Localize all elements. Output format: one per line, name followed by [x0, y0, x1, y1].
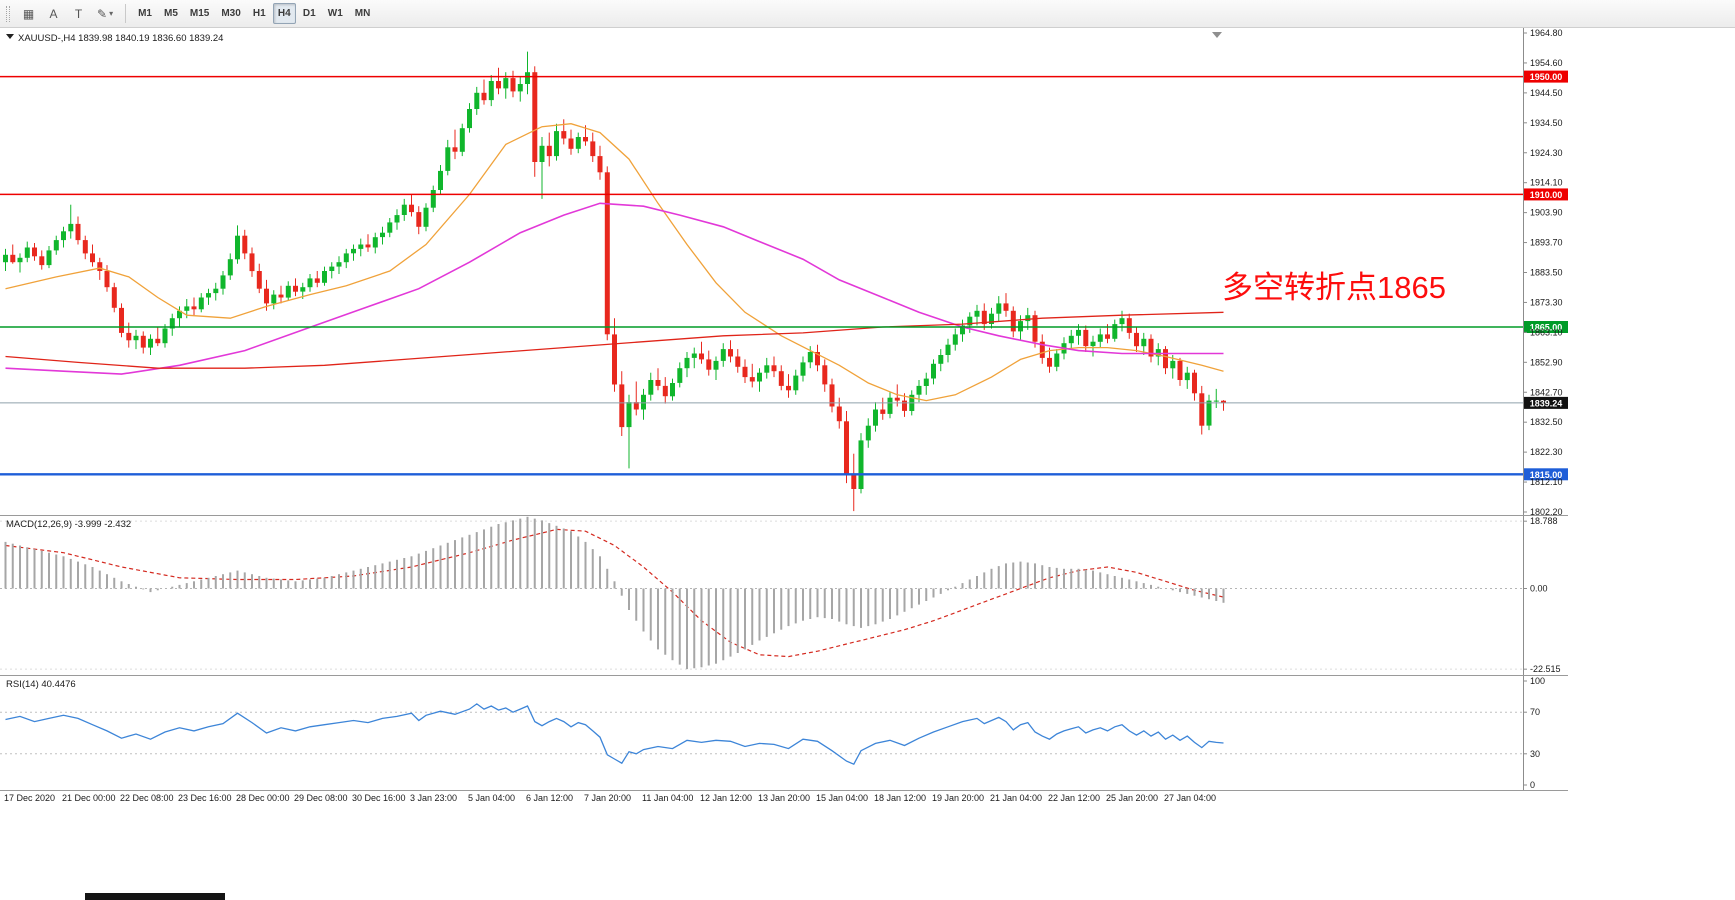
time-axis-label: 23 Dec 16:00: [178, 793, 232, 803]
symbol-dropdown-icon[interactable]: [6, 34, 14, 39]
price-axis-label: 1863.10: [1530, 327, 1563, 337]
timeframe-button-h4[interactable]: H4: [272, 3, 296, 24]
price-axis-label: 1812.10: [1530, 477, 1563, 487]
text-button[interactable]: T: [67, 3, 90, 24]
horizontal-levels: 1950.00 1910.00 1865.00 1815.00: [0, 70, 1568, 481]
level-price-tag-label: 1815.00: [1530, 470, 1563, 480]
price-axis-label: 1852.90: [1530, 357, 1563, 367]
time-axis-label: 15 Jan 04:00: [816, 793, 868, 803]
time-axis[interactable]: 17 Dec 2020 21 Dec 00:00 22 Dec 08:00 23 De…: [4, 793, 1216, 803]
time-axis-label: 7 Jan 20:00: [584, 793, 631, 803]
drawing-tools-button[interactable]: ✎ ▾: [92, 3, 118, 24]
time-axis-label: 13 Jan 20:00: [758, 793, 810, 803]
macd-axis-label: 18.788: [1530, 516, 1558, 526]
chart-window-icon: ▦: [22, 6, 35, 21]
top-toolbar: ▦ A T ✎ ▾ M1 M5 M15 M30 H1 H4 D1 W1 MN: [0, 0, 1735, 28]
price-axis-label: 1883.50: [1530, 268, 1563, 278]
level-price-tag-label: 1865.00: [1530, 323, 1563, 333]
ma-fast-line: [5, 123, 1224, 402]
time-axis-label: 6 Jan 12:00: [526, 793, 573, 803]
macd-axis-label: -22.515: [1530, 664, 1561, 674]
rsi-axis-label: 100: [1530, 676, 1545, 686]
text-label-icon: A: [49, 6, 58, 21]
level-price-tag-label: 1910.00: [1530, 190, 1563, 200]
time-axis-label: 25 Jan 20:00: [1106, 793, 1158, 803]
price-axis-label: 1954.60: [1530, 58, 1563, 68]
price-axis-label: 1802.20: [1530, 507, 1563, 517]
current-price-tag: [1524, 396, 1568, 409]
taskbar-fragment: [85, 893, 225, 900]
time-axis-label: 11 Jan 04:00: [642, 793, 693, 803]
time-axis-label: 22 Jan 12:00: [1048, 793, 1100, 803]
time-axis-label: 27 Jan 04:00: [1164, 793, 1216, 803]
price-axis[interactable]: 1964.80 1954.60 1944.50 1934.50 1924.30 1914.…: [1523, 28, 1563, 517]
timeframe-button-group: M1 M5 M15 M30 H1 H4 D1 W1 MN: [132, 3, 376, 24]
price-axis-label: 1934.50: [1530, 118, 1563, 128]
price-axis-label: 1832.50: [1530, 417, 1563, 427]
time-axis-label: 21 Jan 04:00: [990, 793, 1042, 803]
time-axis-label: 29 Dec 08:00: [294, 793, 348, 803]
time-axis-label: 3 Jan 23:00: [410, 793, 457, 803]
price-axis-label: 1822.30: [1530, 447, 1563, 457]
timeframe-button-mn[interactable]: MN: [350, 3, 376, 24]
chart-title: XAUUSD-,H4 1839.98 1840.19 1836.60 1839.…: [18, 33, 223, 44]
chart-window-button[interactable]: ▦: [17, 3, 40, 24]
timeframe-button-m5[interactable]: M5: [159, 3, 183, 24]
time-axis-label: 30 Dec 16:00: [352, 793, 406, 803]
price-axis-label: 1873.30: [1530, 297, 1563, 307]
ma-slow-line: [5, 311, 1224, 369]
toolbar-grip-handle[interactable]: [6, 5, 10, 22]
text-label-button[interactable]: A: [42, 3, 65, 24]
rsi-panel: 100 70 30 0: [0, 676, 1545, 790]
price-axis-label: 1944.50: [1530, 88, 1563, 98]
level-price-tag: [1524, 321, 1568, 334]
price-axis-label: 1964.80: [1530, 28, 1563, 38]
time-axis-label: 18 Jan 12:00: [874, 793, 926, 803]
time-axis-label: 22 Dec 08:00: [120, 793, 174, 803]
current-price-tag-label: 1839.24: [1530, 398, 1563, 408]
timeframe-button-d1[interactable]: D1: [298, 3, 321, 24]
time-axis-label: 5 Jan 04:00: [468, 793, 515, 803]
price-axis-label: 1893.70: [1530, 238, 1563, 248]
timeframe-button-m30[interactable]: M30: [216, 3, 245, 24]
time-axis-label: 12 Jan 12:00: [700, 793, 752, 803]
rsi-line: [5, 703, 1224, 766]
price-axis-label: 1914.10: [1530, 178, 1563, 188]
timeframe-button-w1[interactable]: W1: [323, 3, 348, 24]
time-axis-label: 21 Dec 00:00: [62, 793, 116, 803]
time-axis-label: 17 Dec 2020: [4, 793, 55, 803]
annotation-text[interactable]: 多空转折点1865: [1222, 270, 1446, 305]
macd-title: MACD(12,26,9) -3.999 -2.432: [6, 519, 131, 530]
tool-icon-group: ▦ A T ✎ ▾: [16, 3, 119, 24]
time-axis-label: 28 Dec 00:00: [236, 793, 290, 803]
price-axis-label: 1924.30: [1530, 148, 1563, 158]
chart-area[interactable]: 1950.001910.001865.001815.001839.241964.…: [0, 28, 1735, 900]
text-icon: T: [74, 6, 83, 21]
candlestick-series: [3, 51, 1226, 512]
macd-axis-label: 0.00: [1530, 584, 1548, 594]
ma-mid-line: [5, 202, 1224, 375]
time-axis-label: 19 Jan 20:00: [932, 793, 984, 803]
rsi-axis-label: 0: [1530, 780, 1535, 790]
price-axis-label: 1903.90: [1530, 208, 1563, 218]
chart-shift-marker[interactable]: [1212, 32, 1222, 38]
toolbar-separator: [125, 4, 127, 23]
level-price-tag-label: 1950.00: [1530, 72, 1563, 82]
macd-signal-line: [5, 528, 1224, 658]
rsi-axis-label: 30: [1530, 749, 1540, 759]
drawing-tools-icon: ✎: [97, 6, 108, 21]
timeframe-button-m15[interactable]: M15: [185, 3, 214, 24]
timeframe-button-m1[interactable]: M1: [133, 3, 157, 24]
rsi-title: RSI(14) 40.4476: [6, 679, 76, 690]
timeframe-button-h1[interactable]: H1: [248, 3, 271, 24]
dropdown-caret-icon: ▾: [109, 9, 114, 18]
rsi-axis-label: 70: [1530, 707, 1540, 717]
level-price-tag: [1524, 70, 1568, 83]
level-price-tag: [1524, 188, 1568, 201]
price-axis-label: 1842.70: [1530, 387, 1563, 397]
macd-histogram: [4, 516, 1225, 670]
moving-average-lines: [5, 123, 1224, 402]
level-price-tag: [1524, 468, 1568, 481]
